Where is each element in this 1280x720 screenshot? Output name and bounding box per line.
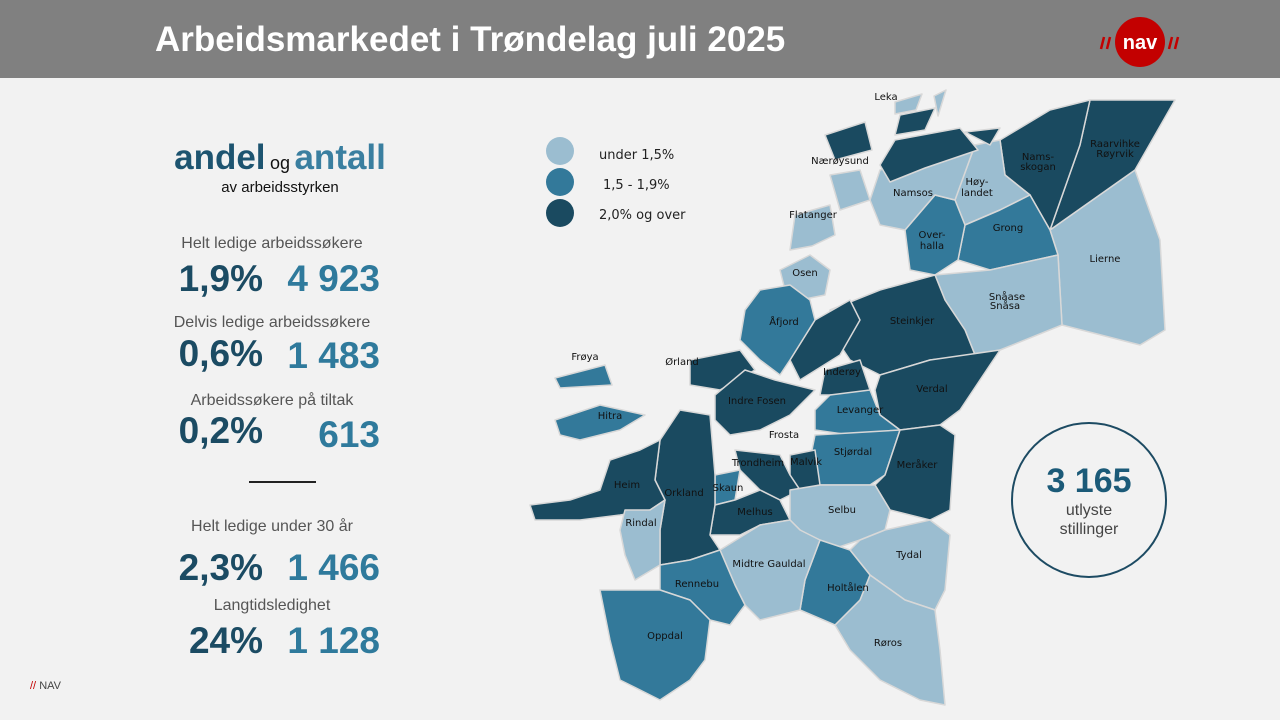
map-label-overhalla1: Over- — [918, 230, 945, 241]
map-label-rindal: Rindal — [625, 518, 656, 529]
vacancies-line2: stillinger — [1059, 521, 1119, 538]
map-label-hoylandet1: Høy- — [966, 177, 989, 188]
map-label-malvik: Malvik — [790, 457, 822, 468]
map-label-skaun: Skaun — [713, 483, 744, 494]
legend-label: 1,5 - 1,9% — [603, 178, 670, 193]
municipality-leka — [894, 93, 923, 115]
heading-andel: andel — [174, 138, 266, 177]
municipality-leka — [933, 89, 947, 117]
nav-logo: nav — [1099, 17, 1180, 67]
legend-swatch-mid — [546, 168, 574, 196]
municipality-heim — [529, 439, 666, 521]
legend-label: under 1,5% — [599, 148, 675, 163]
svg-text:nav: nav — [1123, 32, 1158, 54]
stat-count: 613 — [318, 414, 380, 455]
municipality-indre-fosen — [714, 369, 816, 436]
legend-swatch-dark — [546, 199, 574, 227]
stat-count: 1 483 — [287, 335, 380, 376]
stat-percent: 0,2% — [178, 410, 263, 451]
municipality-oppdal — [599, 589, 711, 701]
heading-subtitle: av arbeidsstyrken — [221, 179, 339, 196]
map-label-froya: Frøya — [571, 352, 598, 363]
municipality-hitra — [554, 404, 646, 441]
map-label-namsskogan1: Nams- — [1022, 152, 1055, 163]
map-label-snasa1: Snåase — [989, 290, 1025, 303]
map-label-snasa2: Snåsa — [990, 299, 1020, 312]
stat-label: Helt ledige under 30 år — [191, 518, 353, 535]
municipality-grong — [957, 194, 1059, 271]
map-label-royrvik1: Raarvihke — [1090, 139, 1140, 150]
map-label-hitra: Hitra — [598, 411, 622, 422]
footer-slashes: // — [30, 680, 37, 692]
municipality-frøya — [554, 364, 613, 389]
map-label-rennebu: Rennebu — [675, 579, 719, 590]
map-label-roros: Røros — [874, 638, 902, 649]
heading-antall: antall — [294, 138, 386, 177]
municipality-nærøysund — [964, 127, 1001, 146]
header-bar: Arbeidsmarkedet i Trøndelag juli 2025 na… — [0, 0, 1280, 78]
map-label-inderoy: Inderøy — [823, 367, 861, 378]
map-label-tydal: Tydal — [895, 550, 922, 561]
footer-text: NAV — [39, 680, 61, 692]
stat-label: Helt ledige arbeidssøkere — [181, 235, 363, 252]
map-label-meraker: Meråker — [897, 458, 939, 471]
stat-label: Langtidsledighet — [213, 597, 331, 614]
map-label-selbu: Selbu — [828, 505, 856, 516]
footer-brand: // NAV — [30, 680, 61, 692]
map-label-trondheim: Trondheim — [731, 458, 784, 469]
map-label-oppdal: Oppdal — [647, 631, 683, 642]
map-label-overhalla2: halla — [920, 241, 944, 252]
map-label-leka: Leka — [874, 92, 897, 103]
page-title: Arbeidsmarkedet i Trøndelag juli 2025 — [155, 20, 786, 59]
map-label-hoylandet2: landet — [961, 188, 993, 199]
map-label-osen: Osen — [792, 268, 818, 279]
heading-og: og — [269, 153, 291, 173]
map-label-midtregauldal: Midtre Gauldal — [732, 559, 805, 570]
stat-percent: 0,6% — [178, 333, 263, 374]
map-label-indrefosen: Indre Fosen — [728, 396, 786, 407]
municipality-åfjord — [739, 284, 816, 376]
map-label-afjord: Åfjord — [769, 315, 799, 328]
vacancies-count: 3 165 — [1046, 462, 1132, 500]
map-label-namsskogan2: skogan — [1020, 162, 1056, 173]
municipality-nærøysund — [824, 121, 873, 161]
vacancies-badge: 3 165 utlyste stillinger — [1011, 422, 1167, 578]
map-label-grong: Grong — [993, 223, 1023, 234]
map-label-orland: Ørland — [665, 356, 699, 368]
map-label-naroysund: Nærøysund — [811, 156, 869, 167]
stat-percent: 24% — [188, 620, 263, 661]
municipality-flatanger — [829, 169, 871, 211]
municipality-nærøysund — [879, 127, 979, 183]
municipality-rindal — [619, 499, 666, 581]
municipality-overhalla — [904, 194, 966, 276]
map-label-namsos: Namsos — [893, 188, 933, 199]
legend-label: 2,0% og over — [599, 208, 686, 223]
map-label-royrvik2: Røyrvik — [1096, 149, 1134, 160]
stat-label: Arbeidssøkere på tiltak — [190, 392, 354, 409]
map-label-stjordal: Stjørdal — [834, 447, 872, 458]
stat-label: Delvis ledige arbeidssøkere — [173, 314, 371, 331]
map-label-steinkjer: Steinkjer — [890, 316, 935, 327]
stat-percent: 2,3% — [178, 547, 263, 588]
map-label-heim: Heim — [614, 480, 640, 491]
map-label-orkland: Orkland — [664, 488, 703, 499]
stat-count: 4 923 — [287, 258, 380, 299]
map-label-holtalen: Holtålen — [827, 581, 869, 594]
stat-count: 1 466 — [287, 547, 380, 588]
map-label-flatanger: Flatanger — [789, 210, 838, 221]
vacancies-line1: utlyste — [1065, 502, 1113, 519]
map-label-lierne: Lierne — [1090, 254, 1121, 265]
map-label-levanger: Levanger — [837, 405, 884, 416]
legend-swatch-light — [546, 137, 574, 165]
divider — [249, 481, 316, 483]
stats-heading: andel og antall — [0, 138, 560, 178]
stat-count: 1 128 — [287, 620, 380, 661]
map-label-melhus: Melhus — [737, 507, 772, 518]
municipality-flatanger — [789, 204, 836, 251]
map-label-frosta: Frosta — [769, 430, 799, 441]
map-label-verdal: Verdal — [916, 384, 947, 395]
stat-percent: 1,9% — [178, 258, 263, 299]
municipality-nærøysund — [894, 107, 936, 136]
